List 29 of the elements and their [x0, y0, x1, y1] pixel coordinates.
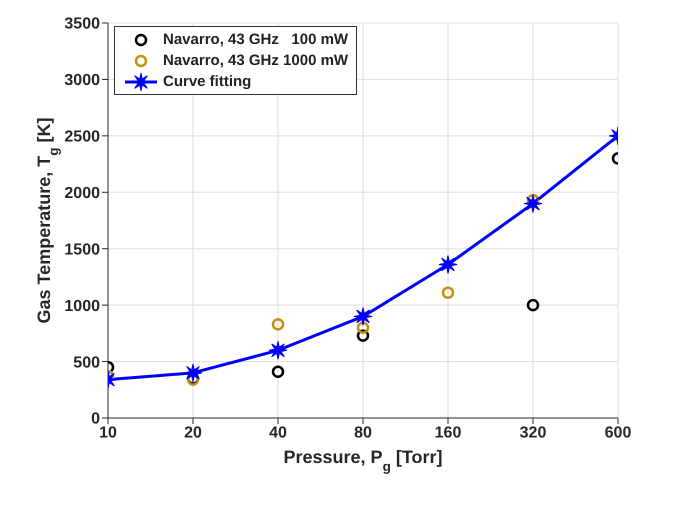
legend-label: Navarro, 43 GHz 1000 mW [163, 51, 348, 71]
point [526, 298, 540, 312]
point [524, 194, 542, 214]
point [272, 365, 284, 378]
y-tick-label: 1500 [64, 241, 100, 258]
x-axis-title: Pressure, P$_{g}$ [Torr] [284, 447, 442, 474]
y-tick-label: 3000 [64, 72, 100, 90]
y-tick-label: 2000 [64, 184, 100, 202]
x-tick-label: 10 [99, 424, 117, 442]
x-tick-label: 600 [604, 424, 632, 442]
point [442, 286, 454, 299]
y-tick-label: 1000 [64, 298, 100, 315]
y-tick-label: 500 [73, 354, 100, 372]
x-tick-label: 80 [354, 424, 372, 442]
legend-label: Navarro, 43 GHz 100 mW [163, 30, 348, 50]
x-tick-label: 160 [434, 424, 462, 442]
legend-label: Curve fitting [163, 72, 252, 92]
y-tick-label: 2500 [64, 128, 100, 146]
x-tick-label: 40 [269, 424, 287, 442]
point [354, 306, 372, 326]
x-tick-label: 20 [184, 424, 202, 442]
y-tick-label: 0 [91, 410, 100, 428]
point [184, 363, 202, 382]
point [438, 255, 458, 274]
point [272, 318, 284, 331]
point [356, 321, 370, 334]
x-tick-label: 320 [520, 424, 546, 442]
point [268, 340, 288, 360]
y-tick-label: 3500 [64, 16, 100, 33]
